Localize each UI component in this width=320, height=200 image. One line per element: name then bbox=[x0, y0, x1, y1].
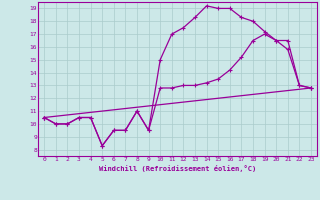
X-axis label: Windchill (Refroidissement éolien,°C): Windchill (Refroidissement éolien,°C) bbox=[99, 165, 256, 172]
